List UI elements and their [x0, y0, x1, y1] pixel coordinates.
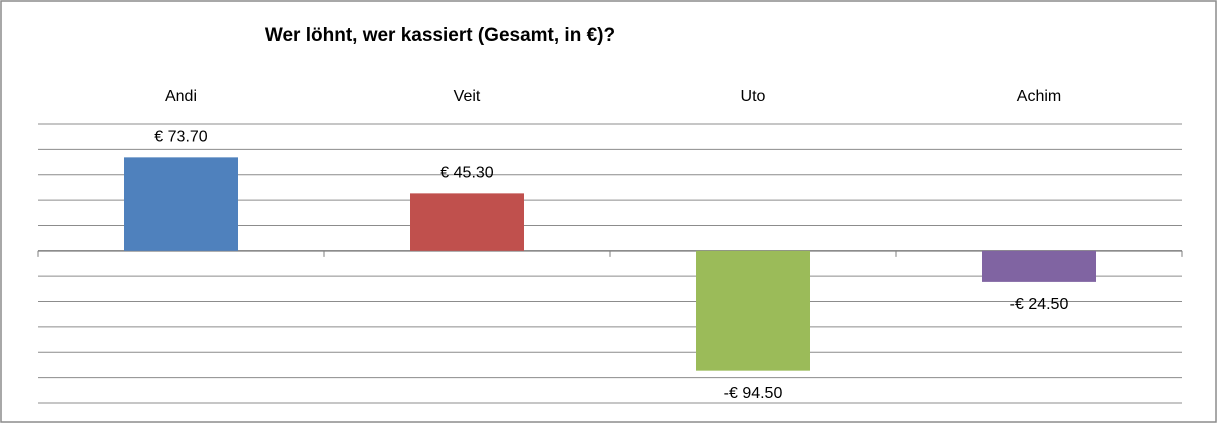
bar [410, 193, 524, 251]
bar [982, 250, 1096, 282]
chart-title: Wer löhnt, wer kassiert (Gesamt, in €)? [265, 25, 615, 46]
category-label: Andi [165, 88, 197, 105]
category-label: Achim [1017, 88, 1061, 105]
bar [696, 250, 810, 371]
value-label: € 73.70 [154, 129, 207, 146]
category-label: Veit [454, 88, 481, 105]
value-label: -€ 24.50 [1010, 296, 1069, 313]
bar [124, 157, 238, 251]
value-label: -€ 94.50 [724, 385, 783, 402]
value-label: € 45.30 [440, 165, 493, 182]
category-label: Uto [741, 88, 766, 105]
